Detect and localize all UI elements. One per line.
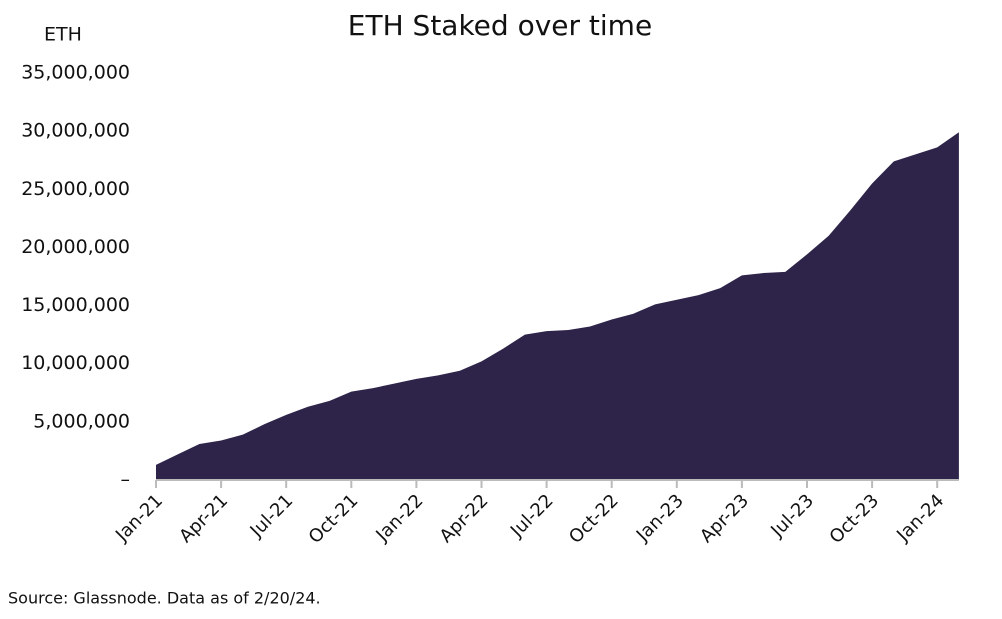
x-tick-label: Oct-22 — [565, 490, 623, 548]
chart-title: ETH Staked over time — [348, 9, 652, 42]
y-tick-label: 10,000,000 — [21, 352, 130, 374]
x-tick-label: Apr-21 — [175, 490, 232, 547]
y-tick-label: 15,000,000 — [21, 294, 130, 316]
y-tick-label: 35,000,000 — [21, 62, 130, 84]
x-tick-label: Jan-22 — [371, 490, 427, 546]
x-tick-label: Jul-23 — [766, 490, 818, 542]
x-tick-label: Jul-22 — [506, 490, 558, 542]
y-tick-label: 20,000,000 — [21, 236, 130, 258]
y-axis-label: ETH — [44, 24, 82, 46]
x-tick-label: Oct-21 — [305, 490, 363, 548]
source-note: Source: Glassnode. Data as of 2/20/24. — [8, 589, 321, 608]
x-tick-label: Jan-21 — [111, 490, 167, 546]
y-tick-label: 25,000,000 — [21, 178, 130, 200]
x-tick-label: Jan-23 — [632, 490, 688, 546]
x-tick-label: Jan-24 — [892, 490, 948, 546]
x-tick-label: Oct-23 — [826, 490, 884, 548]
area — [156, 132, 959, 480]
x-tick-label: Apr-22 — [436, 490, 493, 547]
y-tick-label: – — [121, 469, 131, 491]
y-tick-label: 5,000,000 — [33, 410, 130, 432]
y-tick-label: 30,000,000 — [21, 120, 130, 142]
x-tick-label: Jul-21 — [246, 490, 298, 542]
x-tick-label: Apr-23 — [696, 490, 753, 547]
